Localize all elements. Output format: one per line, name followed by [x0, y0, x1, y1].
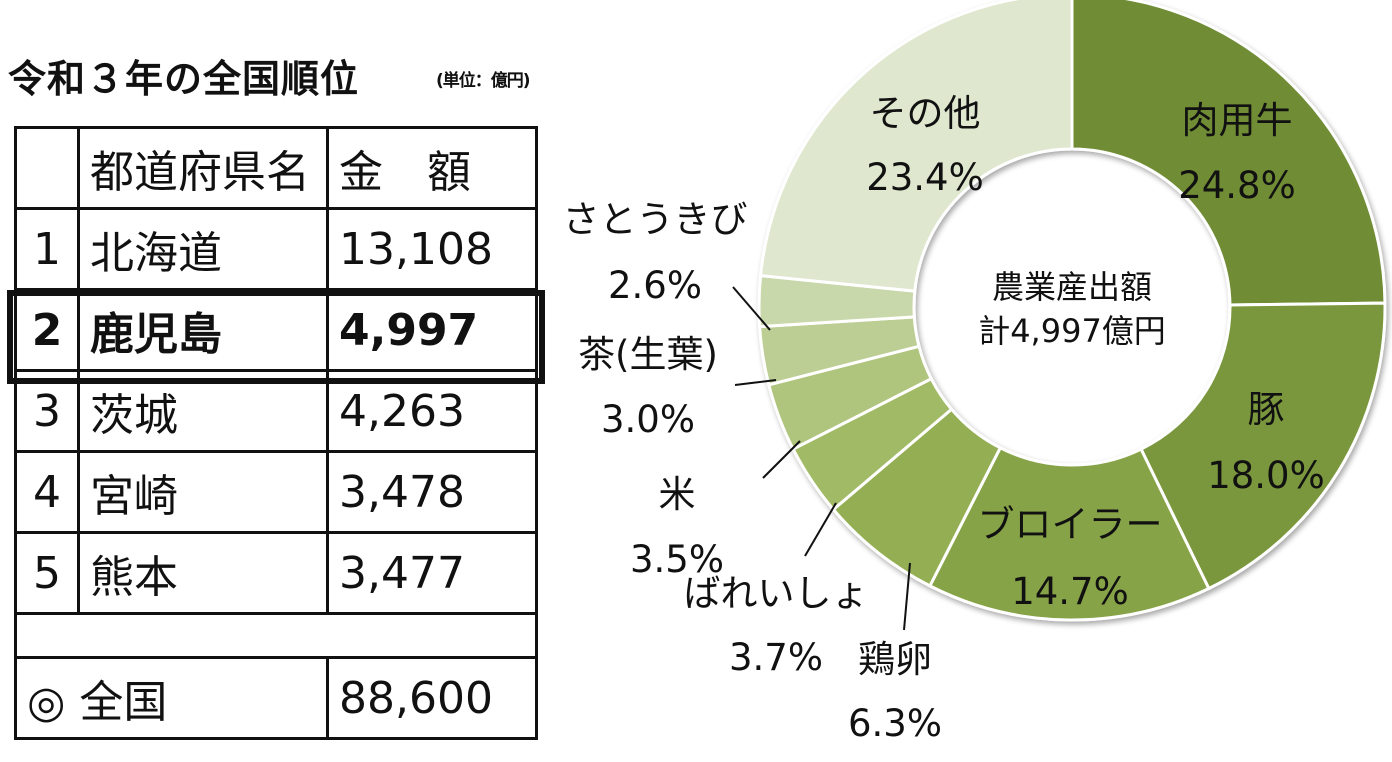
slice-name-label: 鶏卵: [858, 638, 932, 681]
amount-cell: 13,108: [326, 207, 538, 291]
table-row-highlighted: 2 鹿児島 4,997: [14, 288, 538, 372]
pie-slice: [1070, 0, 1387, 307]
slice-value-label: 14.7%: [1011, 570, 1129, 613]
unit-note: (単位：億円): [436, 71, 531, 91]
leader-line: [762, 440, 801, 479]
header-prefecture: 都道府県名: [77, 126, 329, 210]
table-header-row: 都道府県名 金 額: [14, 126, 538, 210]
slice-name-label: 米: [659, 473, 696, 516]
slice-value-label: 3.7%: [729, 636, 823, 679]
table-row: 1 北海道 13,108: [14, 207, 538, 291]
rank-cell: 4: [14, 450, 80, 534]
pie-slice: [927, 445, 1211, 622]
slice-name-label: ばれいしょ: [684, 572, 869, 615]
amount-cell: 3,478: [326, 450, 538, 534]
total-amount-cell: 88,600: [326, 656, 538, 740]
leader-line: [732, 286, 771, 331]
table-row: 5 熊本 3,477: [14, 531, 538, 615]
center-label-1: 農業産出額: [992, 268, 1152, 306]
table-row: 4 宮崎 3,478: [14, 450, 538, 534]
slice-value-label: 23.4%: [866, 156, 984, 199]
rank-cell: 1: [14, 207, 80, 291]
header-amount: 金 額: [326, 126, 538, 210]
prefecture-cell: 宮崎: [77, 450, 329, 534]
rank-cell: 5: [14, 531, 80, 615]
amount-cell: 3,477: [326, 531, 538, 615]
pie-slice: [758, 0, 1074, 293]
slice-value-label: 24.8%: [1178, 164, 1296, 207]
leader-line: [804, 502, 837, 557]
prefecture-cell: 鹿児島: [77, 288, 329, 372]
prefecture-cell: 北海道: [77, 207, 329, 291]
center-label-2: 計4,997億円: [978, 312, 1166, 350]
spacer-cell: [14, 612, 538, 659]
prefecture-cell: 熊本: [77, 531, 329, 615]
slice-name-label: 肉用牛: [1182, 99, 1293, 142]
slice-name-label: その他: [870, 92, 981, 135]
slice-name-label: ブロイラー: [978, 503, 1163, 546]
header-rank: [14, 126, 80, 210]
slice-value-label: 3.0%: [601, 398, 695, 441]
slice-name-label: 豚: [1248, 388, 1285, 431]
ranking-table: 都道府県名 金 額 1 北海道 13,108 2 鹿児島 4,997 3 茨城 …: [14, 126, 538, 740]
total-label-cell: ◎ 全国: [14, 656, 329, 740]
table-title: 令和３年の全国順位: [8, 57, 360, 101]
leader-line: [903, 562, 911, 631]
slice-value-label: 3.5%: [630, 538, 724, 581]
slice-value-label: 6.3%: [848, 702, 942, 745]
table-total-row: ◎ 全国 88,600: [14, 656, 538, 740]
slice-value-label: 2.6%: [608, 264, 702, 307]
leader-line: [734, 379, 777, 386]
pie-slice: [1139, 301, 1387, 591]
slice-name-label: さとうきび: [563, 198, 748, 241]
slice-name-label: 茶(生葉): [578, 333, 718, 376]
slice-value-label: 18.0%: [1207, 454, 1325, 497]
table-spacer-row: [14, 612, 538, 659]
